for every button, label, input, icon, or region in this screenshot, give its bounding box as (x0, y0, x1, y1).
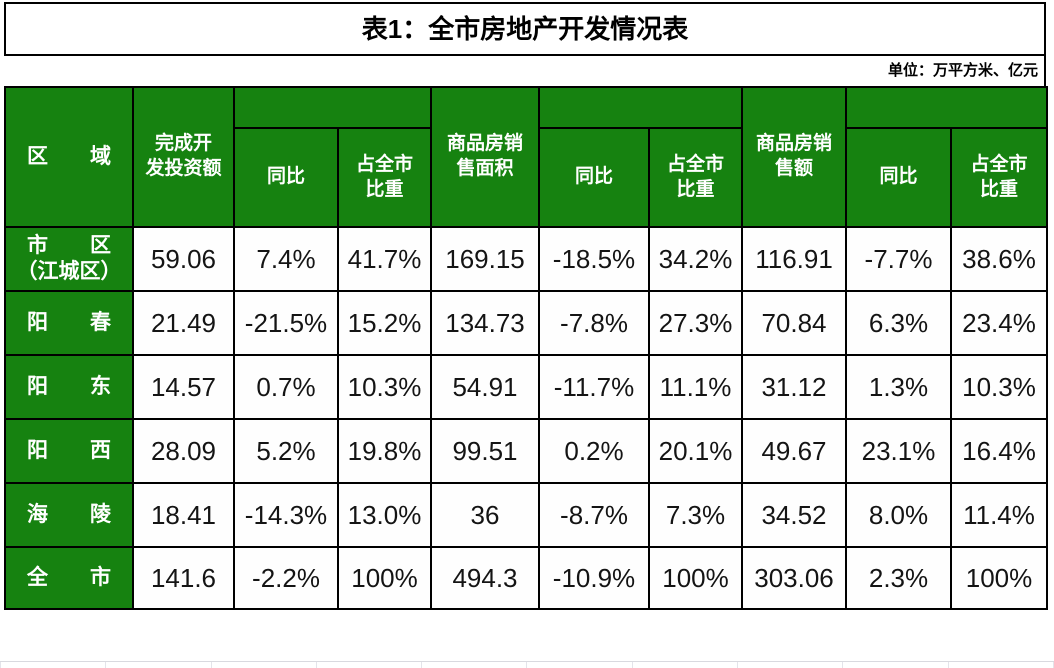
data-cell: 7.3% (648, 482, 743, 548)
data-cell: 134.73 (430, 290, 540, 356)
spreadsheet-gridline-strip (0, 661, 1054, 668)
data-cell: -10.9% (538, 546, 650, 610)
header-spacer-2 (538, 86, 743, 129)
data-cell: 5.2% (233, 418, 339, 484)
data-cell: 1.3% (845, 354, 952, 420)
header-cell-sales-value: 商品房销 售额 (741, 86, 847, 228)
data-cell: 31.12 (741, 354, 847, 420)
data-cell: 23.4% (950, 290, 1048, 356)
data-cell: -11.7% (538, 354, 650, 420)
header-cell-share-sales-area: 占全市 比重 (648, 127, 743, 228)
header-spacer-1 (233, 86, 432, 129)
data-cell: 15.2% (337, 290, 432, 356)
region-cell: 全 市 (4, 546, 134, 610)
table-row: 阳 西 28.09 5.2% 19.8% 99.51 0.2% 20.1% 49… (4, 418, 1048, 484)
data-cell: 169.15 (430, 226, 540, 292)
table-row: 阳 春 21.49 -21.5% 15.2% 134.73 -7.8% 27.3… (4, 290, 1048, 356)
header-cell-share-sales-value: 占全市 比重 (950, 127, 1048, 228)
data-cell: 18.41 (132, 482, 235, 548)
data-cell: 34.52 (741, 482, 847, 548)
data-cell: 19.8% (337, 418, 432, 484)
data-cell: -7.8% (538, 290, 650, 356)
header-cell-region: 区 域 (4, 86, 134, 228)
data-cell: -2.2% (233, 546, 339, 610)
data-cell: 6.3% (845, 290, 952, 356)
table-row: 海 陵 18.41 -14.3% 13.0% 36 -8.7% 7.3% 34.… (4, 482, 1048, 548)
data-cell: 13.0% (337, 482, 432, 548)
data-cell: 21.49 (132, 290, 235, 356)
unit-note: 单位：万平方米、亿元 (887, 62, 1038, 79)
data-cell: 141.6 (132, 546, 235, 610)
unit-note-row: 单位：万平方米、亿元 (4, 56, 1046, 86)
data-cell: 100% (950, 546, 1048, 610)
header-cell-yoy-investment: 同比 (233, 127, 339, 228)
region-cell: 阳 东 (4, 354, 134, 420)
sheet: 表1：全市房地产开发情况表 单位：万平方米、亿元 区 域 完成开 发投资额 商品… (4, 2, 1048, 610)
data-cell: 36 (430, 482, 540, 548)
data-cell: -21.5% (233, 290, 339, 356)
data-cell: 99.51 (430, 418, 540, 484)
data-cell: 54.91 (430, 354, 540, 420)
data-cell: 0.7% (233, 354, 339, 420)
header-cell-sales-area: 商品房销 售面积 (430, 86, 540, 228)
data-cell: 14.57 (132, 354, 235, 420)
header-cell-yoy-sales-area: 同比 (538, 127, 650, 228)
table-title: 表1：全市房地产开发情况表 (4, 2, 1046, 56)
data-cell: 100% (337, 546, 432, 610)
data-cell: 70.84 (741, 290, 847, 356)
data-cell: 0.2% (538, 418, 650, 484)
data-cell: -7.7% (845, 226, 952, 292)
region-cell: 海 陵 (4, 482, 134, 548)
data-cell: 100% (648, 546, 743, 610)
data-cell: 2.3% (845, 546, 952, 610)
data-cell: 8.0% (845, 482, 952, 548)
data-cell: -14.3% (233, 482, 339, 548)
table-row: 全 市 141.6 -2.2% 100% 494.3 -10.9% 100% 3… (4, 546, 1048, 610)
region-cell: 阳 西 (4, 418, 134, 484)
data-cell: 10.3% (950, 354, 1048, 420)
data-cell: 59.06 (132, 226, 235, 292)
data-cell: 23.1% (845, 418, 952, 484)
region-cell: 市 区 （江城区） (4, 226, 134, 292)
data-cell: 38.6% (950, 226, 1048, 292)
data-cell: 494.3 (430, 546, 540, 610)
data-cell: 303.06 (741, 546, 847, 610)
data-cell: 27.3% (648, 290, 743, 356)
data-table: 区 域 完成开 发投资额 商品房销 售面积 商品房销 售额 同比 占全市 比重 … (4, 86, 1048, 610)
data-cell: 11.1% (648, 354, 743, 420)
data-cell: -18.5% (538, 226, 650, 292)
table-row: 阳 东 14.57 0.7% 10.3% 54.91 -11.7% 11.1% … (4, 354, 1048, 420)
data-cell: 34.2% (648, 226, 743, 292)
header-cell-investment: 完成开 发投资额 (132, 86, 235, 228)
data-cell: 41.7% (337, 226, 432, 292)
data-cell: 116.91 (741, 226, 847, 292)
data-cell: 49.67 (741, 418, 847, 484)
data-cell: 20.1% (648, 418, 743, 484)
header-cell-yoy-sales-value: 同比 (845, 127, 952, 228)
header-spacer-3 (845, 86, 1048, 129)
data-cell: 16.4% (950, 418, 1048, 484)
data-cell: 7.4% (233, 226, 339, 292)
data-cell: -8.7% (538, 482, 650, 548)
region-cell: 阳 春 (4, 290, 134, 356)
data-cell: 10.3% (337, 354, 432, 420)
data-cell: 28.09 (132, 418, 235, 484)
table-row: 市 区 （江城区） 59.06 7.4% 41.7% 169.15 -18.5%… (4, 226, 1048, 292)
header-cell-share-investment: 占全市 比重 (337, 127, 432, 228)
data-cell: 11.4% (950, 482, 1048, 548)
